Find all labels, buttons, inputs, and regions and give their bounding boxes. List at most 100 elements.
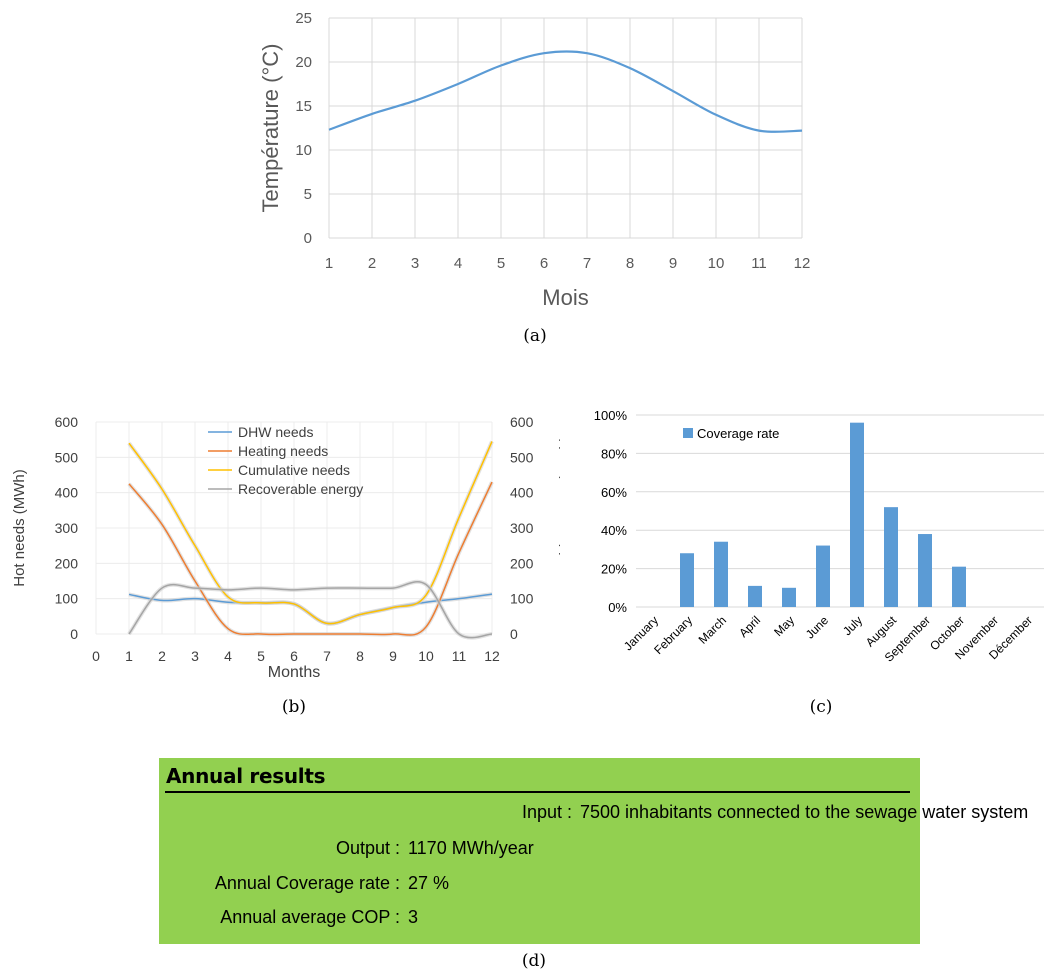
y-tick-label: 300: [55, 520, 79, 536]
x-tick-label: July: [840, 613, 865, 638]
y2-tick-label: 100: [510, 591, 534, 607]
y-tick-label: 100: [55, 591, 79, 607]
y2-tick-label: 200: [510, 555, 534, 571]
legend-label: Heating needs: [238, 443, 328, 459]
x-tick-label: 10: [708, 255, 725, 272]
x-tick-label: 9: [389, 648, 397, 664]
legend-label: DHW needs: [238, 424, 313, 440]
results-value: 1170 MWh/year: [408, 838, 534, 858]
chart-a-panel: 1 2 3 4 5 6 7 8 9 10 11 12 0 5 10 15 20 25 Mois Température…: [250, 0, 830, 320]
y-tick-label: 100%: [594, 408, 628, 423]
results-label: Output :: [335, 838, 400, 858]
y2-tick-label: 0: [510, 626, 518, 642]
y-axis-title: Température (°C): [258, 44, 283, 213]
x-tick-label: 3: [411, 255, 419, 272]
x-tick-label: 11: [751, 255, 767, 272]
y2-tick-label: 500: [510, 449, 534, 465]
x-tick-label: June: [803, 613, 832, 642]
x-tick-label: 11: [452, 648, 467, 664]
coverage-bar: [850, 422, 864, 607]
x-tick-label: 10: [418, 648, 434, 664]
results-label: Input :: [521, 802, 572, 822]
x-tick-label: 2: [368, 255, 376, 272]
temperature-line: [328, 50, 803, 133]
x-tick-label: 2: [158, 648, 166, 664]
caption-b: (b): [281, 697, 307, 717]
y-tick-label: 5: [304, 186, 312, 203]
x-tick-label: February: [651, 613, 695, 657]
legend-label: Recoverable energy: [238, 481, 363, 497]
legend-label: Coverage rate: [697, 426, 779, 441]
legend-label: Cumulative needs: [238, 462, 350, 478]
coverage-bar: [884, 507, 898, 607]
y2-axis-title: Recoverable energy (MWh): [557, 436, 560, 619]
coverage-bar: [748, 585, 762, 607]
chart-a: 1 2 3 4 5 6 7 8 9 10 11 120510152025MoisTempérature…: [258, 10, 810, 310]
series-line: [128, 481, 493, 636]
y-tick-label: 0%: [608, 600, 627, 615]
caption-c: (c): [809, 697, 833, 717]
coverage-bar: [918, 534, 932, 607]
x-tick-label: April: [736, 613, 763, 640]
x-tick-label: 4: [224, 648, 232, 664]
x-tick-label: March: [696, 613, 729, 646]
heading-rule: [165, 791, 910, 793]
x-tick-label: 7: [323, 648, 331, 664]
y-tick-label: 20%: [601, 562, 627, 577]
x-tick-label: 12: [484, 648, 500, 664]
x-tick-label: 6: [290, 648, 298, 664]
x-axis-title: Months: [268, 664, 320, 681]
x-tick-label: May: [771, 613, 797, 639]
y-tick-label: 0: [304, 230, 312, 247]
y-tick-label: 60%: [601, 485, 627, 500]
coverage-bar: [714, 541, 728, 607]
x-tick-label: 9: [669, 255, 677, 272]
coverage-bar: [680, 553, 694, 607]
annual-results-box: Annual results Input : 7500 inhabitants …: [159, 758, 1028, 944]
y-tick-label: 400: [55, 485, 79, 501]
caption-d: (d): [521, 951, 547, 971]
y-tick-label: 600: [55, 414, 79, 430]
coverage-bar: [952, 566, 966, 607]
results-label: Annual average COP :: [220, 907, 400, 927]
x-tick-label: 1: [125, 648, 133, 664]
x-tick-label: 1: [325, 255, 333, 272]
legend-swatch: [683, 428, 693, 438]
x-tick-label: 0: [92, 648, 100, 664]
series-line: [128, 581, 493, 639]
coverage-bar: [816, 545, 830, 607]
y-tick-label: 20: [295, 54, 312, 71]
results-value: 3: [408, 907, 419, 927]
y-tick-label: 500: [55, 449, 79, 465]
x-tick-label: 3: [191, 648, 199, 664]
y-tick-label: 15: [295, 98, 312, 115]
x-axis-title: Mois: [542, 285, 588, 310]
y-axis-title: Hot needs (MWh): [11, 469, 28, 587]
x-tick-label: 5: [497, 255, 505, 272]
y2-tick-label: 600: [510, 414, 534, 430]
y-tick-label: 10: [295, 142, 312, 159]
series-line: [128, 441, 493, 625]
results-value: 27 %: [408, 873, 450, 893]
caption-a: (a): [523, 326, 547, 346]
chart-b-panel: 0 1 2 3 4 5 6 7 8 9 10 11 12 0 0 100 100 200 200 300 300 400 4…: [0, 398, 574, 690]
x-tick-label: 5: [257, 648, 265, 664]
x-tick-label: 4: [454, 255, 462, 272]
results-value: 7500 inhabitants connected to the sewage…: [580, 802, 1029, 822]
x-tick-label: 8: [626, 255, 634, 272]
chart-c-panel: 0% 20% 40% 60% 80% 100% January February March Ap…: [570, 398, 1048, 698]
coverage-bar: [782, 587, 796, 607]
y-tick-label: 80%: [601, 446, 627, 461]
y2-tick-label: 400: [510, 485, 534, 501]
annual-results-heading: Annual results: [166, 764, 326, 788]
y-tick-label: 25: [295, 10, 312, 27]
results-label: Annual Coverage rate :: [214, 873, 400, 893]
y-tick-label: 200: [55, 555, 79, 571]
x-tick-label: 8: [356, 648, 364, 664]
y2-tick-label: 300: [510, 520, 534, 536]
x-tick-label: 6: [540, 255, 548, 272]
y-tick-label: 40%: [601, 523, 627, 538]
x-tick-label: 7: [583, 255, 591, 272]
